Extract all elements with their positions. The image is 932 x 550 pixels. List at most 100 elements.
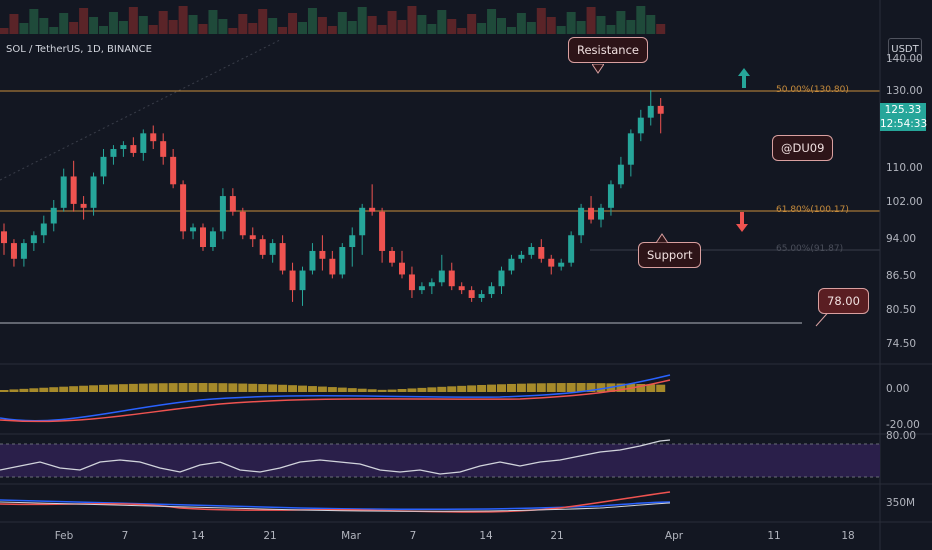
candle-body <box>200 227 206 248</box>
candle-body <box>10 243 17 259</box>
y-tick: 94.00 <box>886 233 917 245</box>
y-tick: 86.50 <box>886 270 917 282</box>
candle-body <box>399 262 405 275</box>
candle-body <box>379 211 386 251</box>
candle-body <box>319 250 326 259</box>
macd-hist-bar <box>248 383 258 392</box>
volume-bar <box>506 27 516 34</box>
candle-body <box>70 176 77 204</box>
x-tick: 11 <box>767 530 781 542</box>
candle-body <box>299 270 306 291</box>
x-tick: Apr <box>664 530 684 542</box>
support-callout-pointer <box>656 233 668 243</box>
volume-bar <box>307 8 317 34</box>
macd-hist-bar <box>238 383 248 392</box>
macd-line <box>0 374 671 422</box>
volume-bar <box>536 8 546 34</box>
candle-body <box>349 235 356 248</box>
macd-hist-bar <box>457 385 467 392</box>
rsi-line <box>0 439 671 475</box>
macd-hist-bar <box>387 389 397 392</box>
macd-hist-bar <box>208 383 218 392</box>
author-tag[interactable]: @DU09 <box>772 135 834 161</box>
candle-body <box>160 141 167 157</box>
macd-hist-bar <box>506 383 516 392</box>
candle-body <box>100 156 107 177</box>
currency-button[interactable]: USDT <box>888 38 922 60</box>
volume-bar <box>467 14 477 34</box>
candle-body <box>269 243 276 255</box>
top-volume-strip <box>0 6 666 34</box>
macd-hist-bar <box>288 385 298 392</box>
volume-bar <box>138 16 148 34</box>
macd-hist-bar <box>89 385 99 392</box>
volume-ma-red <box>0 491 671 513</box>
candle-body <box>428 282 435 287</box>
macd-hist-bar <box>467 385 477 392</box>
target-price-callout[interactable]: 78.00 <box>818 288 869 314</box>
candle-body <box>588 207 595 220</box>
volume-bar <box>497 18 506 34</box>
volume-bar <box>556 26 566 34</box>
volume-bar <box>357 7 367 34</box>
candle-body <box>657 105 664 114</box>
fib-65-label: 65.00%(91.87) <box>776 244 844 254</box>
volume-bar <box>526 22 536 34</box>
resistance-callout[interactable]: Resistance <box>568 37 648 63</box>
macd-signal-line <box>0 379 671 423</box>
candle-body <box>528 247 535 255</box>
macd-hist-bar <box>118 384 128 392</box>
candle-body <box>190 227 197 232</box>
candle-body <box>180 184 187 232</box>
macd-hist-bar <box>218 383 228 392</box>
x-tick: Mar <box>341 530 361 542</box>
volume-bar <box>646 15 656 34</box>
macd-hist-bar <box>39 387 49 392</box>
macd-hist-bar <box>347 388 357 392</box>
volume-bar <box>148 25 158 34</box>
candle-body <box>607 184 614 208</box>
candle-body <box>359 207 366 236</box>
fib-618-label: 61.80%(100.17) <box>776 205 849 215</box>
volume-bar <box>546 17 556 34</box>
support-callout[interactable]: Support <box>638 242 702 268</box>
volume-bar <box>427 24 437 34</box>
volume-bar <box>516 13 526 34</box>
volume-bar <box>228 28 238 34</box>
macd-histogram <box>0 383 666 392</box>
volume-bar <box>377 25 387 34</box>
fib-50-label: 50.00%(130.80) <box>776 85 849 95</box>
x-tick: 14 <box>479 530 493 542</box>
macd-hist-bar <box>49 387 59 392</box>
volume-bar <box>437 10 447 34</box>
macd-hist-bar <box>417 387 427 392</box>
candle-body <box>568 235 575 263</box>
volume-bar <box>69 22 79 34</box>
volume-bar <box>447 19 457 34</box>
candle-body <box>309 250 316 271</box>
volume-bar <box>596 16 606 34</box>
y-tick: 130.00 <box>886 85 923 97</box>
volume-bar <box>0 28 9 34</box>
macd-hist-bar <box>59 386 69 392</box>
macd-hist-bar <box>646 384 656 392</box>
rsi-band <box>0 444 880 477</box>
macd-hist-bar <box>536 383 546 392</box>
volume-bar <box>337 12 347 34</box>
macd-hist-bar <box>258 384 268 392</box>
macd-hist-bar <box>497 384 506 392</box>
macd-hist-bar <box>407 388 417 392</box>
macd-hist-bar <box>367 389 377 392</box>
candle-body <box>130 145 137 153</box>
macd-hist-bar <box>29 388 39 392</box>
y-tick: 102.00 <box>886 196 923 208</box>
volume-bar <box>367 16 377 34</box>
y-tick: 350M <box>886 497 916 509</box>
symbol-header: SOL / TetherUS, 1D, BINANCE <box>6 44 152 55</box>
candle-body <box>90 176 97 208</box>
arrow-up-icon <box>738 68 750 88</box>
candle-body <box>140 133 147 153</box>
volume-bar <box>39 18 49 34</box>
candle-body <box>458 286 465 291</box>
